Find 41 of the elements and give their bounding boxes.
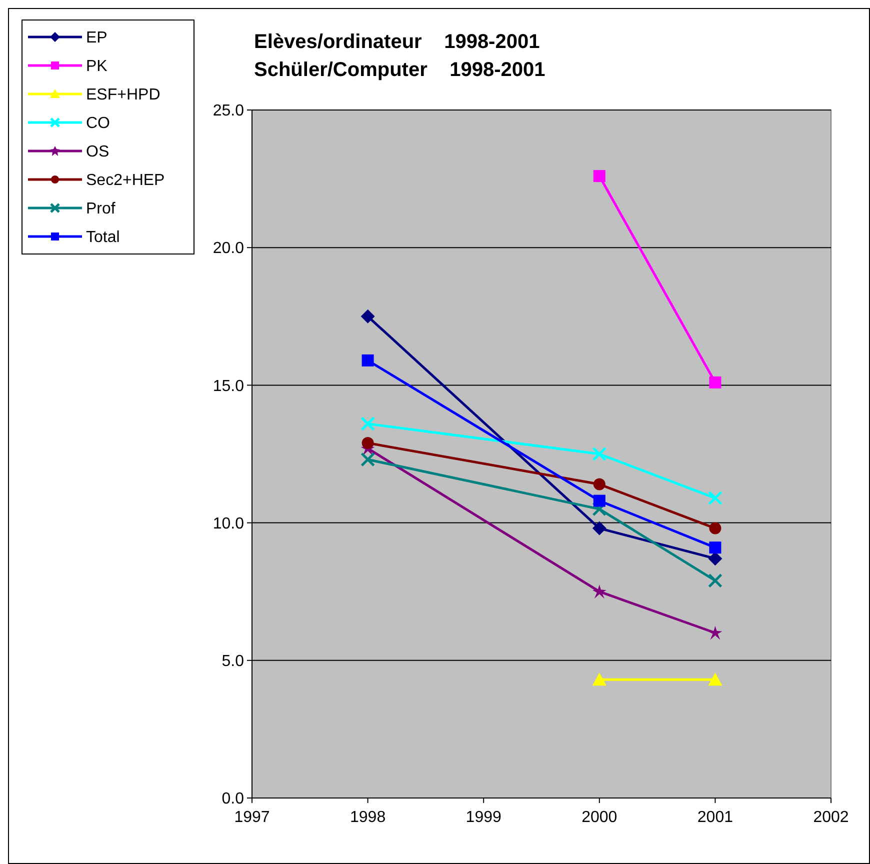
chart-subtitle: Schüler/Computer 1998-2001	[254, 59, 546, 81]
point	[709, 542, 722, 554]
point	[709, 376, 722, 388]
x-tick-label: 2000	[582, 809, 618, 826]
y-tick-label: 25.0	[212, 102, 244, 120]
point	[708, 573, 722, 588]
point	[362, 354, 374, 366]
x-tick-label: 1998	[350, 809, 386, 826]
legend-label: Prof	[86, 200, 116, 218]
point	[592, 584, 606, 599]
x-tick-label: 2001	[697, 809, 734, 826]
point	[708, 552, 722, 566]
y-tick-label: 15.0	[212, 378, 244, 395]
legend-label: EP	[86, 30, 108, 47]
y-tick-label: 10.0	[212, 515, 244, 532]
legend-label: Sec2+HEP	[86, 172, 165, 190]
point	[592, 521, 606, 536]
point	[593, 494, 606, 507]
point	[360, 452, 376, 467]
legend-label: Total	[86, 229, 120, 246]
point	[708, 490, 722, 506]
point	[360, 416, 376, 431]
legend-label: ESF+HPD	[86, 86, 160, 104]
x-tick-label: 2002	[813, 809, 849, 826]
x-tick-label: 1999	[466, 809, 502, 826]
legend-label: PK	[86, 58, 108, 76]
y-tick-label: 0.0	[222, 790, 244, 808]
legend-label: CO	[86, 115, 110, 132]
point	[592, 446, 607, 462]
point	[709, 522, 722, 534]
point	[592, 502, 607, 516]
point	[708, 626, 722, 640]
point	[593, 170, 606, 182]
x-tick-label: 1997	[234, 809, 270, 826]
y-tick-label: 5.0	[222, 653, 244, 670]
y-tick-label: 20.0	[212, 240, 244, 258]
chart-title: Elèves/ordinateur 1998-2001	[254, 31, 540, 53]
point	[360, 309, 375, 324]
point	[362, 436, 374, 449]
legend-label: OS	[86, 144, 110, 161]
point	[593, 478, 606, 490]
